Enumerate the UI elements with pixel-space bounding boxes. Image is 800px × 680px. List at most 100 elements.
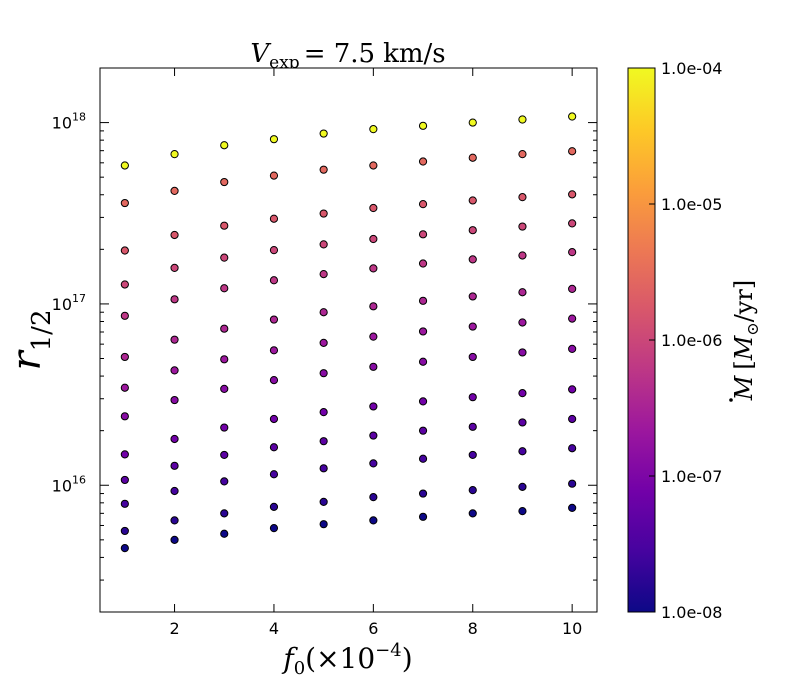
scatter-points bbox=[120, 112, 577, 553]
scatter-point bbox=[568, 190, 577, 199]
scatter-point bbox=[518, 222, 527, 231]
scatter-point bbox=[220, 324, 229, 333]
scatter-point bbox=[120, 352, 129, 362]
scatter-point bbox=[170, 535, 179, 544]
plot-area bbox=[99, 67, 598, 613]
colorbar-tick-label: 1.0e-04 bbox=[661, 59, 722, 78]
scatter-point bbox=[170, 461, 179, 470]
scatter-point bbox=[269, 276, 279, 285]
scatter-point bbox=[269, 443, 279, 452]
scatter-point bbox=[120, 246, 129, 255]
scatter-point bbox=[468, 118, 477, 127]
scatter-point bbox=[518, 150, 527, 159]
xlabel-close: ) bbox=[402, 642, 413, 675]
scatter-point bbox=[170, 434, 179, 444]
scatter-point bbox=[269, 346, 279, 355]
scatter-point bbox=[319, 270, 328, 279]
scatter-point bbox=[319, 369, 328, 378]
scatter-point bbox=[468, 196, 477, 205]
y-tick-label: 10 bbox=[52, 476, 72, 495]
scatter-point bbox=[220, 253, 229, 262]
scatter-point bbox=[568, 112, 577, 121]
scatter-point bbox=[369, 362, 378, 371]
scatter-point bbox=[568, 219, 577, 228]
colorbar-label-symbol: M bbox=[730, 374, 758, 401]
scatter-point bbox=[369, 459, 378, 468]
scatter-point bbox=[319, 209, 328, 218]
scatter-point bbox=[319, 165, 328, 174]
scatter-point bbox=[418, 489, 428, 498]
colorbar-label-dot bbox=[729, 398, 733, 402]
colorbar-label-open: [ bbox=[730, 360, 758, 369]
scatter-point bbox=[518, 389, 527, 398]
colorbar-label-unit-subscript: ⊙ bbox=[743, 322, 762, 335]
scatter-point bbox=[418, 200, 428, 209]
y-axis-label: r1/2 bbox=[4, 310, 57, 371]
scatter-point bbox=[220, 384, 229, 393]
scatter-point bbox=[269, 470, 279, 479]
scatter-point bbox=[369, 516, 378, 525]
scatter-point bbox=[120, 383, 129, 392]
scatter-point bbox=[170, 366, 179, 375]
scatter-point bbox=[269, 246, 279, 255]
scatter-point bbox=[120, 280, 129, 289]
scatter-point bbox=[120, 450, 129, 459]
scatter-point bbox=[319, 437, 328, 446]
colorbar-label-close: /yr] bbox=[730, 280, 758, 322]
scatter-point bbox=[518, 318, 527, 327]
xlabel-exponent: −4 bbox=[375, 640, 402, 661]
scatter-point bbox=[170, 486, 179, 496]
scatter-point bbox=[369, 234, 378, 244]
scatter-point bbox=[468, 255, 477, 264]
ylabel-subscript: 1/2 bbox=[27, 310, 57, 352]
scatter-point bbox=[568, 314, 577, 323]
title-relation: = 7.5 bbox=[304, 39, 375, 69]
scatter-point bbox=[568, 147, 577, 156]
scatter-point bbox=[170, 516, 179, 525]
scatter-point bbox=[220, 450, 229, 460]
scatter-point bbox=[269, 171, 279, 180]
x-tick-label: 4 bbox=[269, 619, 279, 638]
scatter-point bbox=[518, 418, 527, 427]
scatter-point bbox=[220, 221, 229, 230]
scatter-point bbox=[120, 311, 129, 320]
scatter-point bbox=[418, 454, 428, 463]
scatter-point bbox=[319, 464, 328, 473]
title-symbol: V bbox=[250, 39, 271, 69]
scatter-point bbox=[369, 493, 378, 502]
scatter-point bbox=[568, 385, 577, 394]
scatter-point bbox=[568, 444, 577, 453]
scatter-point bbox=[369, 431, 378, 440]
scatter-point bbox=[468, 226, 477, 235]
scatter-point bbox=[518, 251, 527, 260]
x-tick-label: 8 bbox=[468, 619, 478, 638]
scatter-point bbox=[269, 502, 279, 511]
scatter-point bbox=[319, 408, 328, 417]
scatter-point bbox=[418, 327, 428, 336]
scatter-point bbox=[418, 296, 428, 305]
scatter-point bbox=[468, 393, 477, 402]
scatter-point bbox=[220, 509, 229, 518]
y-tick-exponent: 17 bbox=[72, 292, 86, 305]
scatter-point bbox=[319, 240, 328, 249]
scatter-point bbox=[220, 423, 229, 432]
scatter-point bbox=[418, 426, 428, 435]
scatter-point bbox=[220, 141, 229, 150]
scatter-point bbox=[468, 352, 477, 362]
scatter-point bbox=[369, 402, 378, 411]
scatter-point bbox=[120, 499, 129, 508]
x-axis-label: f0(×10−4) bbox=[281, 640, 412, 679]
xlabel-factor: (×10 bbox=[305, 642, 375, 675]
scatter-point bbox=[220, 529, 229, 538]
scatter-point bbox=[170, 230, 179, 240]
scatter-point bbox=[269, 376, 279, 385]
scatter-point bbox=[568, 284, 577, 294]
scatter-point bbox=[120, 475, 129, 485]
title-unit: km/s bbox=[383, 39, 446, 69]
scatter-point bbox=[269, 414, 279, 424]
scatter-point bbox=[418, 512, 428, 521]
scatter-point bbox=[170, 263, 179, 272]
colorbar-tick-label: 1.0e-08 bbox=[661, 603, 722, 622]
